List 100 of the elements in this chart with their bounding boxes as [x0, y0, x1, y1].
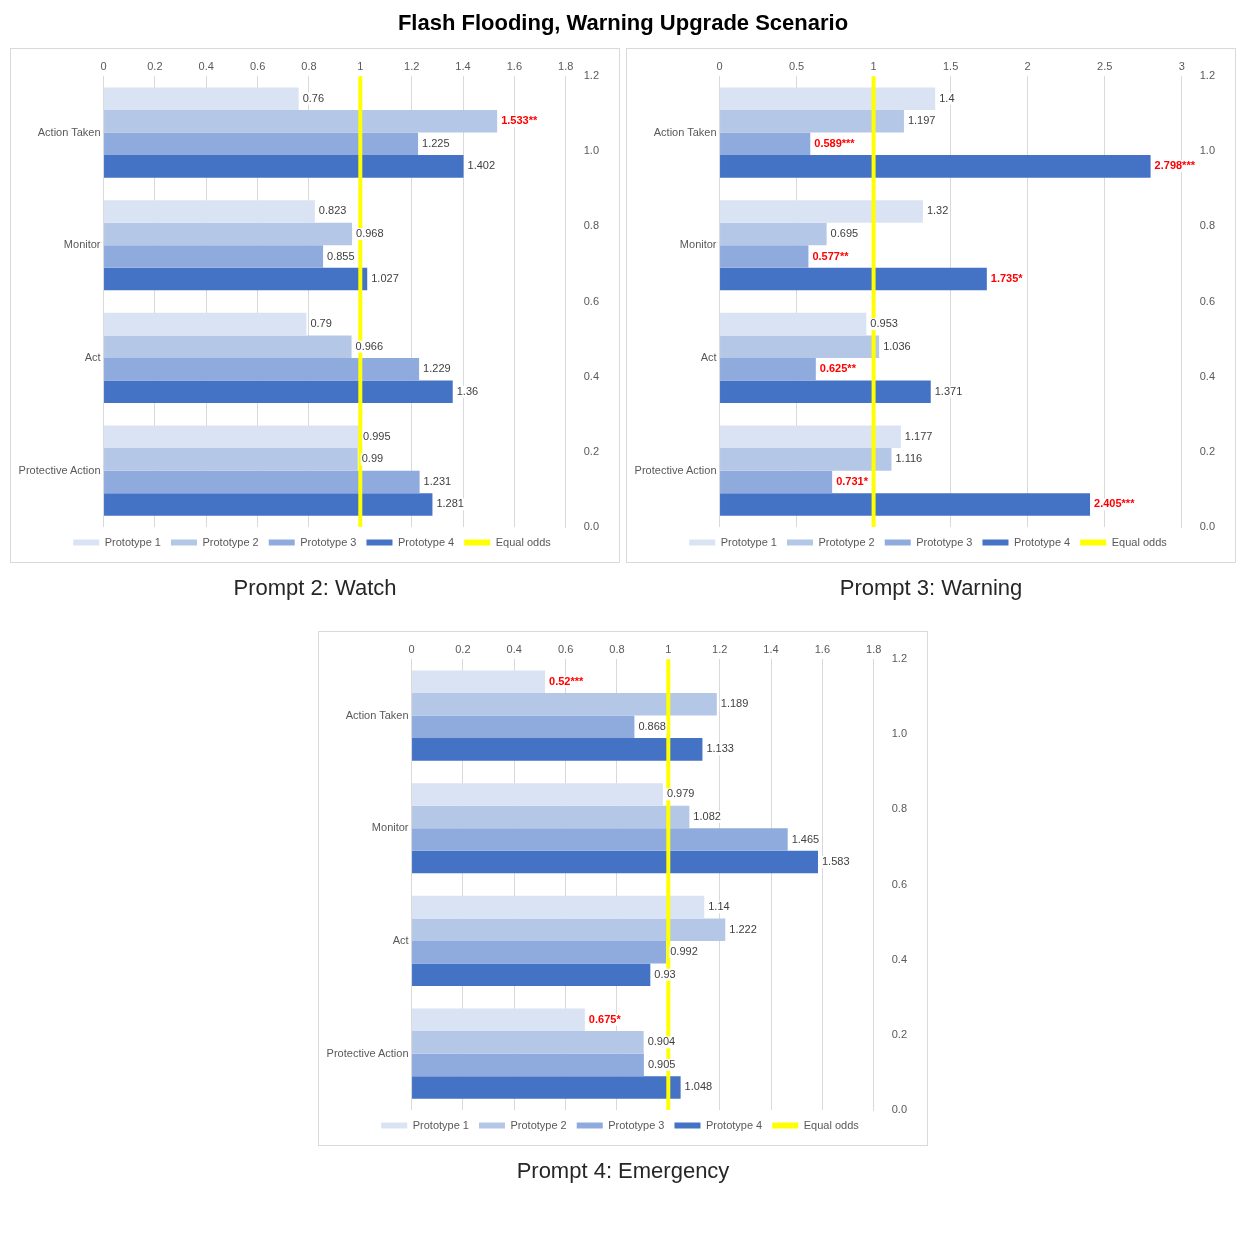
bar: [104, 222, 353, 246]
x-tick-label: 3: [1178, 59, 1185, 72]
y-tick-label: Act: [700, 350, 717, 363]
text: Flash Flooding, Warning Upgrade Scenario: [396, 10, 850, 36]
y2-tick-label: 0.6: [1199, 294, 1216, 307]
bar: [104, 132, 419, 156]
data-label: 1.225: [422, 136, 450, 149]
legend-label: Prototype 4: [705, 1118, 763, 1131]
data-label: 0.731*: [836, 474, 869, 487]
data-label: 1.229: [423, 362, 451, 375]
x-tick-label: 1.2: [404, 59, 420, 72]
data-label: 0.995: [363, 429, 391, 442]
x-tick-label: 0.6: [557, 642, 574, 655]
data-label: 1.281: [436, 497, 464, 510]
y2-tick-label: 1.2: [1199, 69, 1216, 82]
x-tick-label: 1.8: [866, 642, 882, 655]
y-tick-label: Monitor: [371, 821, 409, 834]
bar: [412, 963, 651, 987]
bar: [412, 1076, 681, 1099]
x-tick-label: 1.6: [814, 642, 830, 655]
x-tick-label: 0.2: [455, 642, 471, 655]
y2-tick-label: 1.0: [891, 727, 908, 740]
y-tick-label: Protective Action: [634, 463, 717, 476]
x-tick-label: 1.4: [455, 59, 471, 72]
bar: [104, 110, 498, 133]
data-label: 0.675*: [588, 1012, 622, 1025]
data-label: 0.99: [361, 452, 384, 465]
data-label: 1.32: [926, 204, 949, 217]
data-label: 1.402: [467, 159, 496, 172]
data-label: 1.533**: [501, 114, 538, 127]
data-label: 0.79: [310, 317, 332, 330]
y2-tick-label: 1.0: [583, 144, 600, 157]
data-label: 0.966: [355, 339, 384, 352]
data-label: 0.823: [318, 204, 347, 217]
legend-label: Prototype 2: [202, 535, 259, 548]
bar: [720, 110, 904, 133]
bar: [412, 918, 726, 941]
x-tick-label: 0.2: [147, 59, 163, 72]
data-label: 1.465: [791, 832, 820, 845]
y-tick-label: Protective Action: [326, 1046, 409, 1059]
y2-tick-label: 0.0: [1199, 520, 1216, 533]
bar: [104, 380, 453, 404]
legend-label: Prototype 3: [608, 1118, 665, 1131]
y-tick-label: Act: [84, 350, 101, 363]
data-label: 1.189: [720, 697, 749, 710]
data-label: 0.992: [670, 945, 698, 958]
x-tick-label: 0: [716, 59, 723, 72]
x-tick-label: 1.8: [558, 59, 574, 72]
bar: [412, 738, 703, 761]
y2-tick-label: 0.0: [891, 1103, 908, 1116]
y2-tick-label: 0.4: [583, 369, 600, 382]
bar: [104, 87, 299, 111]
data-label: 1.735*: [990, 272, 1024, 285]
bar: [104, 267, 368, 291]
y2-tick-label: 0.2: [891, 1027, 908, 1040]
bar: [104, 470, 420, 494]
bar: [720, 380, 931, 404]
bar: [412, 805, 690, 829]
data-label: 0.953: [870, 317, 898, 330]
y2-tick-label: 0.4: [1199, 369, 1216, 382]
bar: [720, 132, 811, 156]
y2-tick-label: 0.2: [583, 444, 600, 457]
x-tick-label: 1.2: [712, 642, 728, 655]
bar: [412, 895, 705, 919]
y2-tick-label: 0.0: [583, 520, 600, 533]
legend-label: Prototype 3: [300, 535, 357, 548]
y-tick-label: Monitor: [679, 238, 717, 251]
y-tick-label: Act: [392, 933, 409, 946]
bar: [412, 1053, 644, 1077]
y-tick-label: Protective Action: [18, 463, 101, 476]
legend-label: Prototype 4: [397, 535, 455, 548]
bar: [720, 200, 923, 223]
y-tick-label: Monitor: [63, 238, 101, 251]
bar: [104, 425, 360, 449]
y2-tick-label: 1.2: [891, 652, 908, 665]
legend-label: Prototype 4: [1013, 535, 1071, 548]
y2-tick-label: 0.4: [891, 952, 908, 965]
y2-tick-label: 0.6: [583, 294, 600, 307]
y2-tick-label: 1.0: [1199, 144, 1216, 157]
bar: [412, 715, 635, 739]
data-label: 1.222: [729, 922, 757, 935]
data-label: 0.52***: [549, 674, 585, 687]
text: Prompt 4: Emergency: [516, 1158, 730, 1184]
x-tick-label: 1: [357, 59, 364, 72]
data-label: 0.855: [327, 249, 355, 262]
bar: [720, 335, 880, 358]
data-label: 1.133: [706, 742, 734, 755]
y2-tick-label: 1.2: [583, 69, 600, 82]
x-tick-label: 0.4: [506, 642, 522, 655]
data-label: 1.4: [939, 91, 955, 104]
y-tick-label: Action Taken: [653, 125, 717, 138]
x-tick-label: 0.5: [788, 59, 805, 72]
data-label: 1.036: [883, 339, 911, 352]
legend-label: Equal odds: [803, 1118, 860, 1131]
bar: [412, 1031, 644, 1054]
bar: [412, 828, 788, 851]
x-tick-label: 0.4: [198, 59, 214, 72]
data-label: 0.904: [647, 1035, 676, 1048]
bar: [720, 470, 833, 494]
data-label: 1.36: [456, 384, 479, 397]
